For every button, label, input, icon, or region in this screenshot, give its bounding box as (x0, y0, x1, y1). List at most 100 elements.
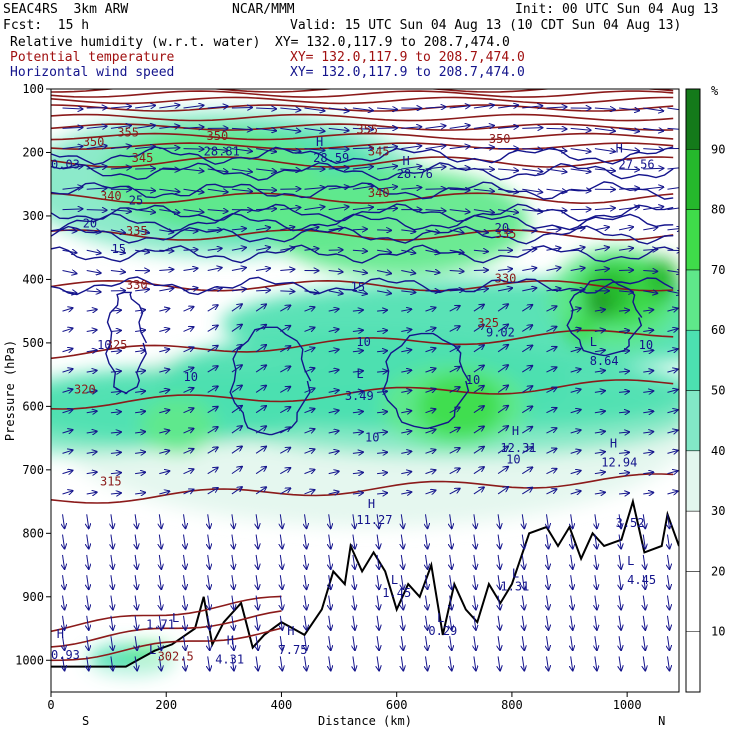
wind-vector (570, 128, 591, 130)
wind-vector (377, 534, 379, 549)
wind-vector (255, 406, 266, 414)
wind-vector (87, 595, 89, 610)
wind-vector (159, 369, 169, 372)
wind-vector (62, 271, 77, 274)
wind-vector (449, 189, 470, 190)
wind-vector (619, 310, 629, 311)
theta-line (51, 113, 674, 122)
wind-vector (377, 554, 379, 569)
wind-vector (352, 371, 363, 372)
colorbar-bin (685, 631, 701, 693)
extremum-value: 0.29 (428, 624, 457, 638)
wind-vector (449, 448, 460, 454)
wind-vector (159, 250, 173, 251)
wind-vector (619, 108, 639, 111)
colorbar-bin (685, 329, 701, 391)
wind-label: L (149, 643, 156, 657)
wind-vector (522, 427, 532, 434)
wind-vector (619, 169, 639, 170)
wind-vector (280, 615, 282, 630)
wind-vector (328, 471, 339, 473)
wind-vector (208, 534, 210, 549)
wind-vector (449, 290, 464, 291)
wind-vector (619, 575, 621, 589)
theta-label: 350 (207, 129, 229, 143)
wind-vector (473, 305, 484, 312)
wind-vector (570, 369, 581, 372)
wind-vector (571, 534, 573, 549)
wind-label: L (356, 367, 363, 381)
wind-vector (207, 468, 218, 475)
wind-vector (401, 390, 411, 392)
wind-vector (546, 469, 556, 475)
wind-vector (522, 488, 532, 495)
wind-vector (594, 370, 605, 372)
plot-frame (50, 88, 680, 693)
wind-vector (643, 207, 663, 210)
wind-vector (135, 656, 137, 670)
wind-vector (522, 656, 524, 670)
wind-vector (305, 595, 307, 610)
theta-line (51, 90, 674, 98)
wind-vector (110, 230, 125, 233)
wind-vector (256, 227, 270, 229)
wind-vector (135, 432, 145, 433)
wind-vector (110, 351, 121, 352)
wind-vector (401, 472, 411, 474)
wind-vector (450, 615, 452, 630)
wind-vector (63, 534, 65, 549)
extremum-value: 8.64 (590, 354, 619, 368)
extremum-value: 27.56 (619, 157, 655, 171)
wind-vector (86, 146, 107, 149)
wind-vector (474, 615, 476, 630)
wind-vector (594, 227, 609, 230)
wind-vector (208, 554, 210, 569)
wind-vector (401, 250, 415, 253)
wind-vector (329, 636, 331, 650)
wind-vector (110, 452, 121, 453)
wind-vector (110, 330, 121, 331)
wind-vector (304, 291, 319, 293)
wind-vector (449, 210, 470, 212)
wind-vector (328, 390, 339, 392)
wind-vector (594, 108, 615, 109)
wind-vector (570, 247, 585, 250)
y-tick-label: 900 (22, 590, 44, 604)
wind-vector (280, 248, 294, 251)
wind-vector (62, 209, 83, 210)
wind-vector (256, 534, 258, 549)
wind-vector (498, 656, 500, 670)
y-tick-label: 800 (22, 526, 44, 540)
wind-vector (570, 410, 581, 413)
wind-label: 20 (83, 216, 97, 230)
wind-label: L (627, 554, 634, 568)
wind-vector (352, 452, 363, 453)
wind-vector (353, 534, 355, 549)
wind-vector (546, 248, 560, 250)
wind-vector (135, 230, 149, 233)
colorbar: 10 20 30 40 50 60 70 80 90% (685, 84, 725, 693)
wind-vector (304, 368, 315, 372)
wind-vector (667, 514, 669, 528)
theta-label: 315 (100, 475, 122, 489)
wind-vector (159, 554, 161, 569)
axes: 0 200 400 600 800 1000 100 200 300 400 500 600 700 80… (3, 82, 665, 728)
wind-vector (352, 207, 373, 209)
wind-vector (159, 210, 179, 213)
wind-vector (497, 446, 508, 454)
wind-vector (425, 250, 439, 253)
wind-vector (643, 493, 653, 494)
wind-vector (159, 390, 169, 393)
extremum-value: 12.31 (500, 441, 536, 455)
wind-vector (304, 227, 319, 230)
wind-vector (207, 149, 228, 151)
wind-vector (619, 595, 621, 610)
wind-vector (256, 189, 276, 190)
wind-vector (595, 554, 597, 569)
wind-vector (594, 269, 609, 271)
wind-vector (280, 128, 300, 131)
x-axis-label: Distance (km) (318, 714, 412, 728)
wind-vector (62, 328, 73, 331)
wind-vector (328, 187, 349, 190)
wind-vector (522, 345, 532, 353)
